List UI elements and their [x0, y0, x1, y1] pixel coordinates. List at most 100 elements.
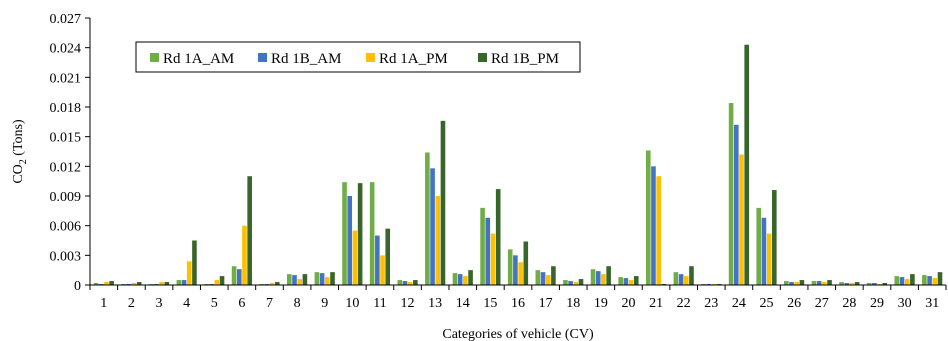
bar: [794, 282, 800, 285]
bar: [568, 281, 573, 285]
bar: [739, 154, 744, 285]
legend-label: Rd 1A_PM: [379, 51, 448, 67]
bar: [927, 276, 932, 285]
x-tick-label: 7: [266, 296, 273, 311]
x-tick-label: 3: [156, 296, 163, 311]
x-tick-label: 15: [483, 296, 497, 311]
bar: [645, 150, 651, 285]
bar: [595, 271, 601, 285]
bar: [380, 255, 385, 285]
bar: [734, 124, 739, 285]
bar: [495, 189, 501, 285]
bar: [590, 269, 596, 285]
legend-label: Rd 1B_AM: [271, 51, 341, 67]
x-tick-label: 25: [760, 296, 774, 311]
bar: [535, 270, 541, 285]
bar: [269, 283, 275, 285]
bar: [219, 276, 225, 285]
y-tick-label: 0.027: [50, 12, 82, 27]
x-tick-label: 13: [428, 296, 442, 311]
bar: [247, 176, 252, 285]
bar: [910, 274, 915, 285]
bar: [789, 282, 794, 285]
bar: [628, 280, 634, 285]
y-axis-title-main: CO: [11, 164, 26, 183]
bar: [286, 274, 292, 285]
bar: [181, 280, 187, 285]
bar: [347, 196, 353, 285]
bar: [772, 190, 777, 285]
x-tick-label: 19: [594, 296, 608, 311]
bar: [623, 278, 629, 285]
y-tick-label: 0.018: [50, 101, 82, 116]
x-tick-label: 6: [238, 296, 245, 311]
x-tick-label: 4: [183, 296, 190, 311]
y-tick-label: 0.024: [50, 42, 82, 57]
bar: [728, 103, 734, 286]
x-tick-label: 9: [321, 296, 328, 311]
bar: [369, 182, 375, 285]
bars-group: [93, 44, 943, 286]
x-tick-label: 16: [511, 296, 525, 311]
x-tick-label: 1: [100, 296, 107, 311]
bar: [523, 241, 529, 285]
bar: [894, 276, 900, 285]
bar: [606, 266, 611, 285]
x-axis-title: Categories of vehicle (CV): [442, 327, 594, 341]
legend-label: Rd 1A_AM: [163, 51, 234, 67]
bar: [302, 274, 308, 285]
bar: [297, 279, 302, 285]
bar: [618, 277, 623, 285]
x-tick-label: 10: [345, 296, 359, 311]
bar: [882, 283, 888, 285]
legend-swatch: [258, 53, 267, 62]
bar: [937, 272, 943, 285]
bar: [540, 272, 546, 285]
x-tick-label: 30: [898, 296, 912, 311]
bar: [633, 276, 639, 285]
bar: [468, 270, 473, 285]
y-axis-title: CO2 (Tons): [11, 119, 29, 184]
bar: [545, 275, 551, 285]
bar: [844, 283, 850, 285]
bar: [242, 225, 247, 285]
bar: [274, 282, 280, 285]
legend: Rd 1A_AM Rd 1B_AM Rd 1A_PM Rd 1B_PM: [135, 41, 581, 73]
bar: [430, 168, 435, 285]
bar: [435, 196, 441, 285]
x-tick-label: 5: [211, 296, 218, 311]
x-tick-label: 31: [925, 296, 939, 311]
y-tick-label: 0.012: [50, 160, 82, 175]
bar: [601, 274, 606, 285]
bar: [899, 277, 905, 285]
legend-swatch: [150, 53, 159, 62]
bar: [756, 207, 762, 285]
x-tick-label: 18: [566, 296, 580, 311]
bar: [402, 281, 408, 285]
bar: [578, 279, 584, 285]
bar: [507, 249, 513, 285]
axes-group: [89, 18, 946, 286]
bar: [518, 262, 523, 285]
x-tick-label: 21: [649, 296, 663, 311]
legend-swatch: [478, 53, 487, 62]
bar: [854, 282, 860, 285]
bar: [872, 283, 877, 285]
x-tick-label: 14: [456, 296, 470, 311]
bar: [176, 280, 182, 285]
bar: [325, 277, 330, 285]
bar: [683, 276, 689, 285]
bar: [656, 176, 661, 285]
legend-label: Rd 1B_PM: [491, 51, 559, 67]
bar: [314, 272, 320, 285]
x-tick-label: 24: [732, 296, 746, 311]
bar: [513, 255, 518, 285]
y-axis-title-subscript: 2: [18, 159, 29, 164]
bar: [407, 282, 413, 285]
bar: [192, 240, 197, 285]
bar: [385, 228, 391, 285]
bar: [766, 233, 772, 285]
bar: [375, 235, 380, 285]
bar: [104, 282, 109, 285]
